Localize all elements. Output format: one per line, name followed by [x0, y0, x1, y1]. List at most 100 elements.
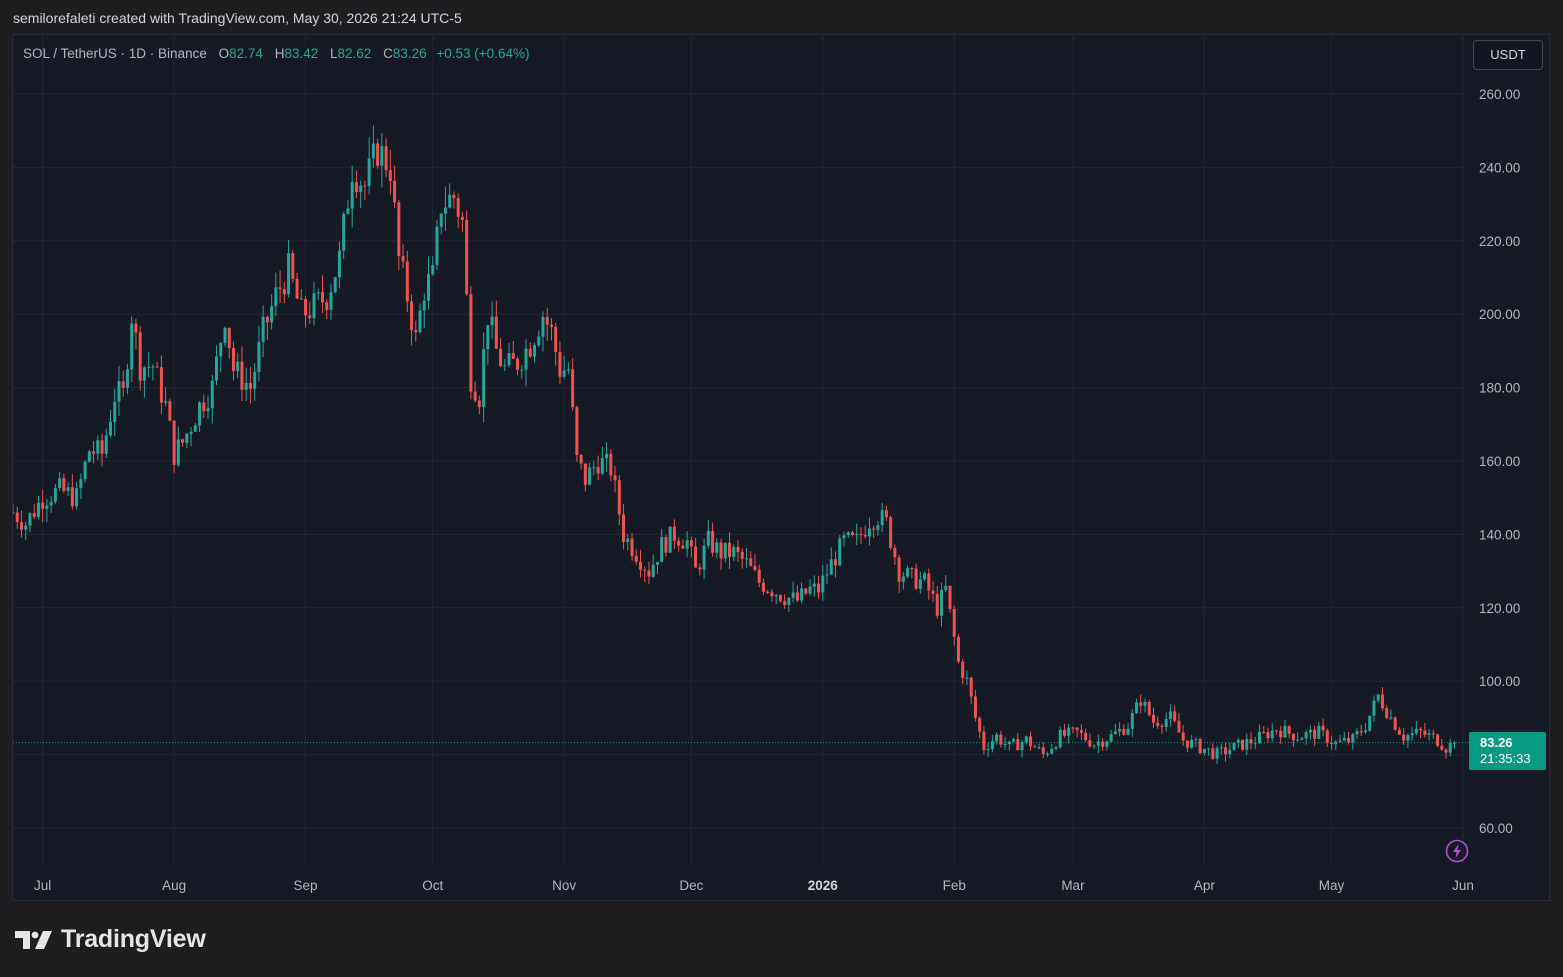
candle-body [1202, 748, 1206, 754]
candle-body [359, 185, 363, 192]
candle-body [1368, 715, 1372, 731]
candle-body [859, 533, 863, 536]
candle-body [664, 537, 668, 553]
candle-body [1088, 740, 1092, 747]
time-axis[interactable]: Jul Aug Sep Oct Nov Dec 2026 Feb Mar Apr May Jun [34, 878, 1474, 893]
candle-body [66, 487, 70, 492]
candle-body [418, 310, 422, 333]
candle-body [740, 551, 744, 559]
candle-body [490, 316, 494, 326]
currency-button[interactable]: USDT [1473, 40, 1543, 70]
candle-body [185, 433, 189, 443]
candle-body [872, 528, 876, 530]
candle-body [333, 277, 337, 293]
change-value: +0.53 (+0.64%) [436, 46, 530, 61]
candle-body [142, 367, 146, 381]
candle-body [901, 576, 905, 582]
symbol-label[interactable]: SOL / TetherUS · 1D · Binance [23, 46, 207, 61]
x-tick-label: May [1319, 878, 1345, 893]
candle-body [702, 545, 706, 570]
open-label: O [218, 46, 230, 61]
candle-body [715, 542, 719, 553]
candle-body [13, 512, 15, 514]
candle-body [253, 371, 257, 389]
candle-body [927, 573, 931, 591]
candle-body [1338, 740, 1342, 742]
candle-body [583, 463, 587, 485]
candle-body [791, 592, 795, 598]
candle-body [626, 538, 630, 542]
candle-body [109, 421, 113, 436]
candle-body [227, 327, 231, 348]
candle-body [431, 264, 435, 275]
candle-body [1385, 708, 1389, 718]
candle-body [287, 253, 291, 295]
lightning-alert-icon[interactable] [1445, 839, 1469, 863]
candle-body [694, 546, 698, 568]
candle-body [1380, 694, 1384, 709]
candle-body [944, 585, 948, 590]
candle-body [19, 522, 23, 530]
candle-body [638, 561, 642, 570]
candle-body [1130, 713, 1134, 729]
candle-body [753, 565, 757, 570]
candle-body [609, 453, 613, 476]
candle-body [92, 451, 96, 454]
candle-body [1003, 744, 1007, 746]
candle-body [1410, 733, 1414, 736]
candle-body [634, 555, 638, 562]
candle-body [24, 525, 28, 530]
candle-body [906, 568, 910, 577]
candle-body [1084, 732, 1088, 741]
candle-body [49, 501, 53, 506]
candle-body [1160, 725, 1164, 727]
candle-body [138, 332, 142, 381]
chart-panel[interactable]: 60.0080.00100.00120.00140.00160.00180.00… [12, 34, 1550, 901]
candle-body [940, 589, 944, 616]
candle-body [367, 158, 371, 187]
candle-body [808, 586, 812, 594]
candle-body [1109, 734, 1113, 742]
x-tick-label: Feb [943, 878, 966, 893]
candle-body [884, 510, 888, 518]
candle-body [270, 306, 274, 323]
candle-body [439, 213, 443, 227]
candle-body [223, 327, 227, 344]
candle-body [435, 226, 439, 265]
candle-body [482, 349, 486, 407]
candle-body [371, 143, 375, 159]
candle-body [978, 717, 982, 732]
candle-body [511, 353, 515, 359]
candle-body [592, 467, 596, 469]
high-value: 83.42 [284, 46, 319, 61]
candle-body [600, 458, 604, 474]
candle-body [1342, 738, 1346, 741]
candle-body [1321, 725, 1325, 731]
candle-body [834, 559, 838, 566]
candle-body [96, 440, 100, 454]
candle-body [401, 256, 405, 262]
candle-body [698, 567, 702, 570]
candle-body [783, 600, 787, 605]
y-tick-label: 180.00 [1479, 381, 1520, 396]
last-price-tag: 83.26 21:35:33 [1469, 732, 1546, 770]
candle-body [681, 545, 685, 549]
candle-body [1355, 731, 1359, 735]
price-chart[interactable]: 60.0080.00100.00120.00140.00160.00180.00… [13, 35, 1549, 900]
candle-body [677, 540, 681, 546]
candle-body [867, 528, 871, 537]
candle-body [923, 573, 927, 580]
candle-body [206, 408, 210, 412]
candle-body [643, 569, 647, 571]
candle-body [1347, 738, 1351, 743]
candle-body [1296, 739, 1300, 741]
candle-body [948, 585, 952, 609]
candle-body [1253, 743, 1257, 745]
price-axis[interactable]: 60.0080.00100.00120.00140.00160.00180.00… [1479, 87, 1520, 836]
candle-body [1224, 747, 1228, 755]
tradingview-logo[interactable]: TradingView [15, 925, 206, 954]
candle-body [914, 568, 918, 589]
candle-body [397, 202, 401, 257]
candle-body [995, 734, 999, 742]
candle-body [1033, 746, 1037, 748]
